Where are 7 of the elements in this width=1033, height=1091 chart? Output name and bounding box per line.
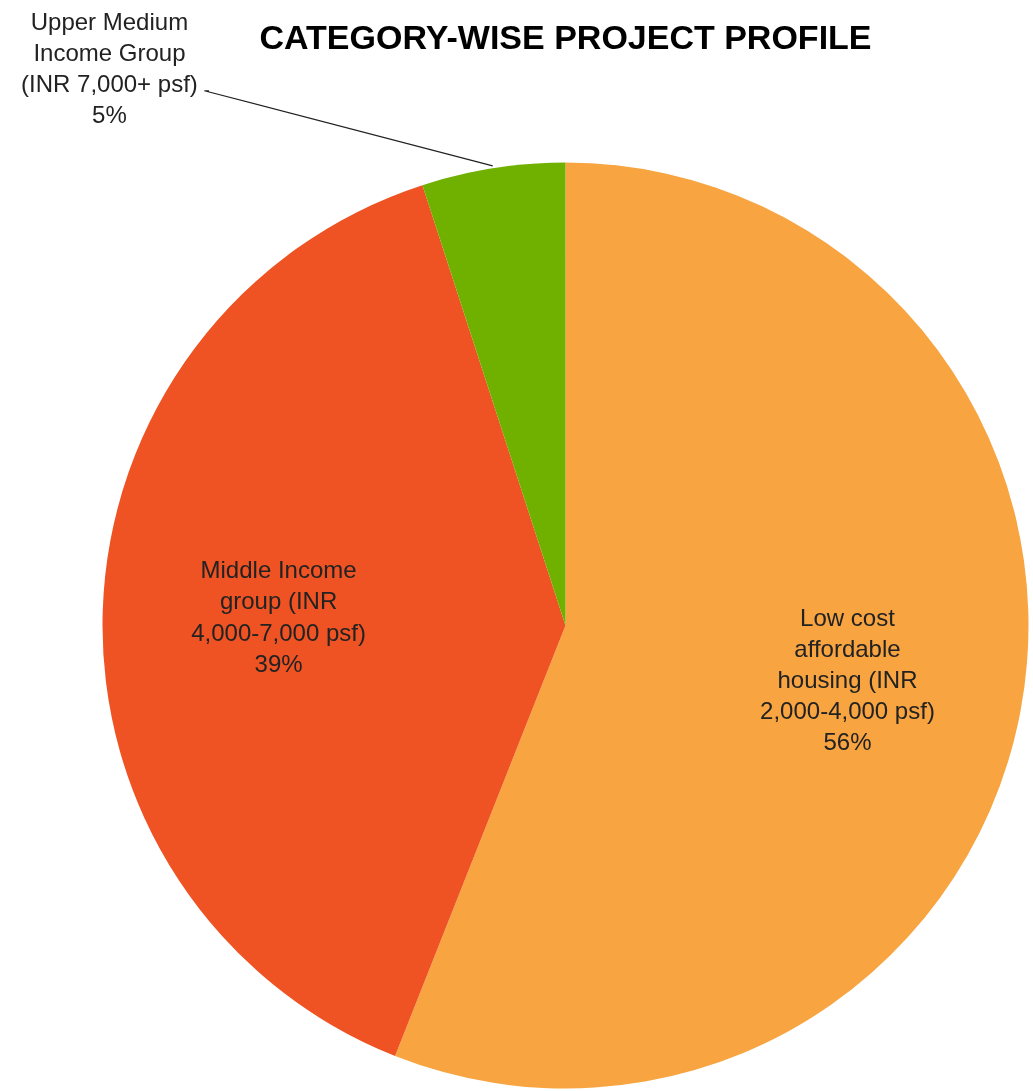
chart-title: CATEGORY-WISE PROJECT PROFILE	[259, 18, 872, 57]
data-label: 5%	[92, 100, 127, 128]
data-label: 39%	[254, 649, 303, 677]
slice-label: Upper Medium Income Group (INR 7,000+ psf)	[21, 7, 198, 97]
slice-label: Low cost affordable housing (INR 2,000-4,000 psf)	[760, 603, 935, 724]
slice-label: Middle Income group (INR 4,000-7,000 psf)	[191, 556, 366, 646]
data-label: 56%	[823, 727, 872, 755]
